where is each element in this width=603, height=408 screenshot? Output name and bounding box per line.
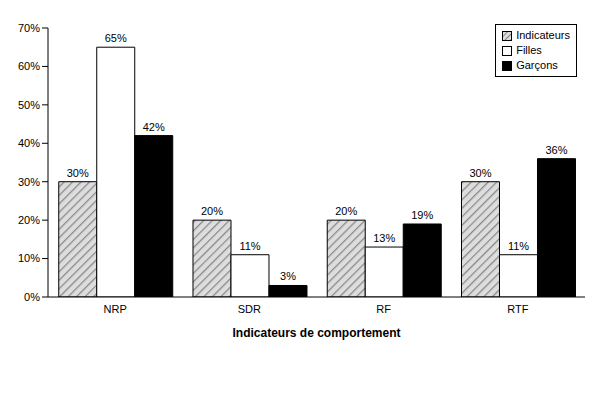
svg-text:30%: 30% (18, 176, 40, 188)
html-text:Indicateurs: Indicateurs (516, 29, 570, 41)
svg-text:11%: 11% (508, 240, 529, 252)
svg-text:RTF: RTF (507, 303, 528, 315)
svg-text:20%: 20% (201, 205, 223, 217)
svg-text:42%: 42% (143, 121, 165, 133)
svg-text:40%: 40% (18, 137, 40, 149)
html-text:Garçons: Garçons (516, 59, 558, 71)
svg-text:10%: 10% (18, 252, 40, 264)
svg-text:60%: 60% (18, 60, 40, 72)
svg-text:13%: 13% (373, 232, 395, 244)
svg-text:19%: 19% (411, 209, 433, 221)
svg-text:NRP: NRP (104, 303, 127, 315)
html-text:Filles: Filles (516, 44, 542, 56)
svg-text:65%: 65% (105, 32, 127, 44)
svg-text:30%: 30% (67, 167, 89, 179)
svg-text:RF: RF (376, 303, 391, 315)
svg-text:20%: 20% (18, 214, 40, 226)
svg-text:3%: 3% (280, 270, 296, 282)
svg-text:Indicateurs de comportement: Indicateurs de comportement (232, 326, 400, 340)
svg-text:11%: 11% (239, 240, 260, 252)
svg-text:70%: 70% (18, 22, 40, 34)
svg-text:20%: 20% (335, 205, 357, 217)
svg-text:36%: 36% (545, 144, 567, 156)
svg-text:30%: 30% (469, 167, 491, 179)
svg-text:50%: 50% (18, 99, 40, 111)
svg-text:0%: 0% (24, 291, 40, 303)
svg-text:SDR: SDR (238, 303, 261, 315)
